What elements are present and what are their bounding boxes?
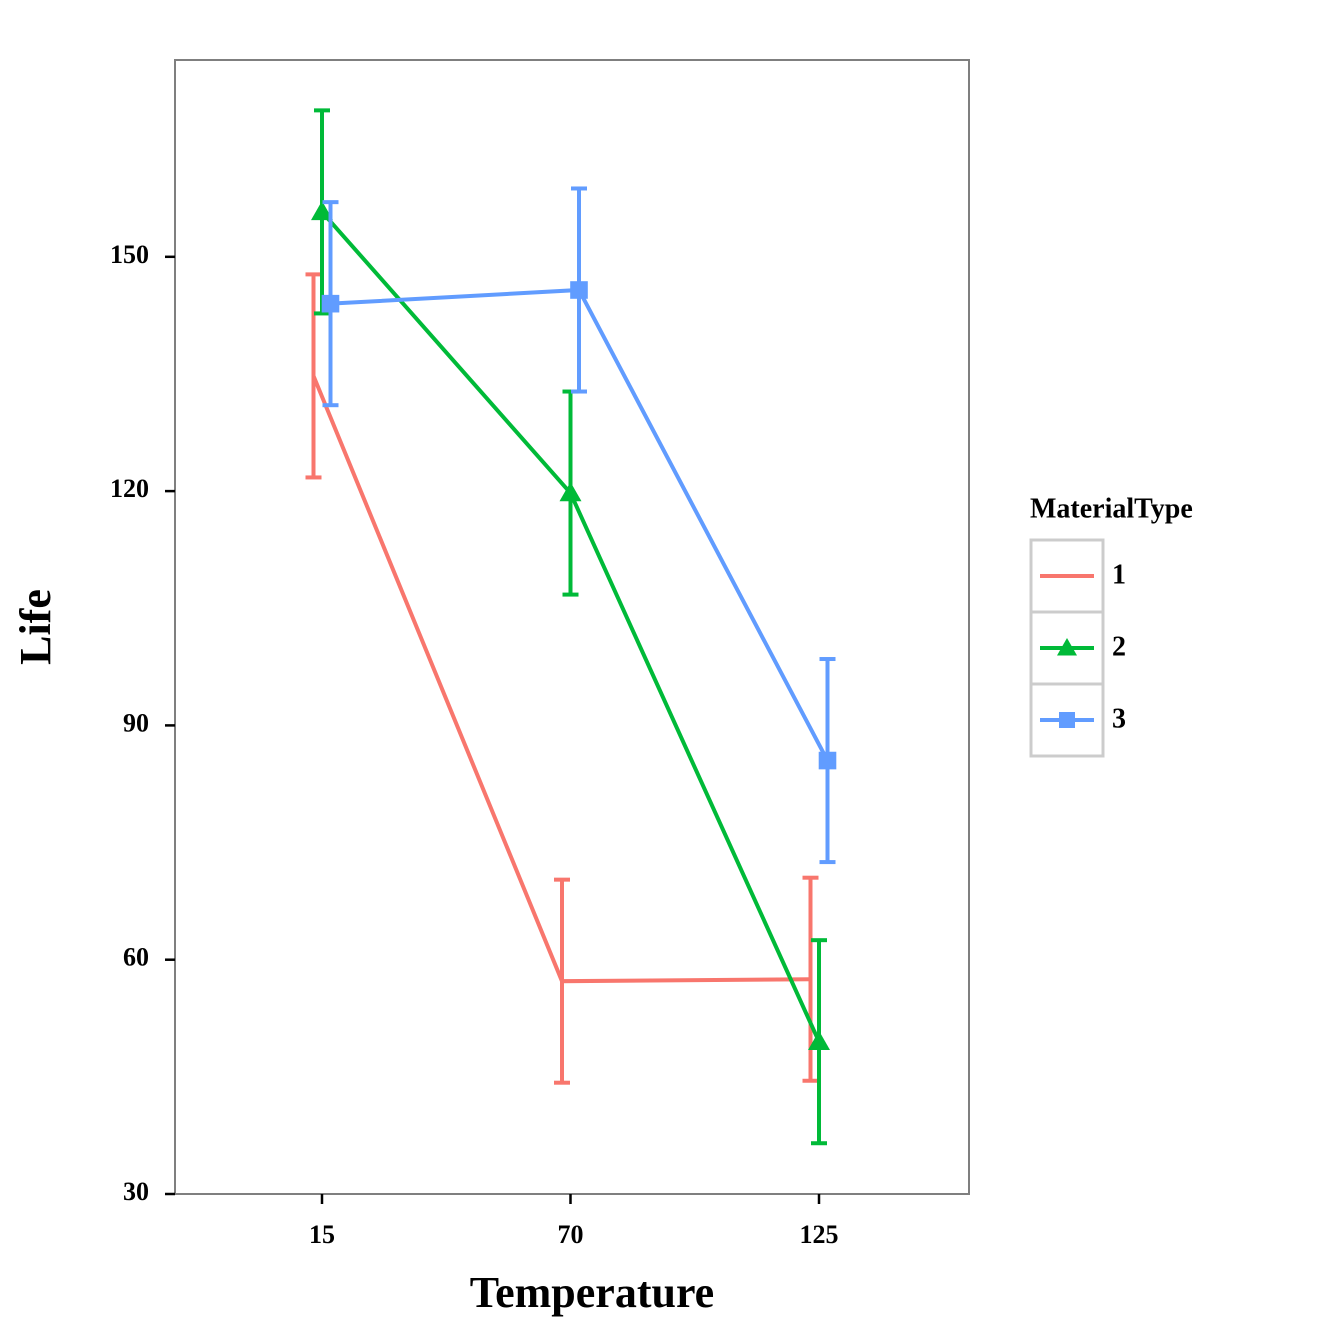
marker (570, 281, 588, 299)
y-axis-title: Life (11, 589, 60, 665)
legend-title: MaterialType (1030, 493, 1193, 524)
marker (311, 200, 333, 221)
legend-label: 2 (1112, 631, 1126, 662)
legend-label: 1 (1112, 559, 1126, 590)
marker (1057, 638, 1077, 656)
x-axis-title: Temperature (470, 1268, 714, 1317)
y-tick-label: 30 (123, 1177, 149, 1206)
y-tick-label: 120 (110, 474, 149, 503)
y-tick-label: 90 (123, 708, 149, 737)
y-tick-label: 60 (123, 943, 149, 972)
x-tick-label: 125 (800, 1220, 839, 1249)
x-tick-label: 70 (558, 1220, 584, 1249)
marker (808, 1030, 830, 1050)
marker (818, 751, 837, 770)
marker (321, 294, 340, 313)
legend-label: 3 (1112, 703, 1126, 734)
panel (174, 59, 970, 1195)
y-tick-label: 150 (110, 240, 149, 269)
x-tick-label: 15 (309, 1220, 335, 1249)
marker (1059, 712, 1075, 728)
marker (559, 482, 582, 502)
